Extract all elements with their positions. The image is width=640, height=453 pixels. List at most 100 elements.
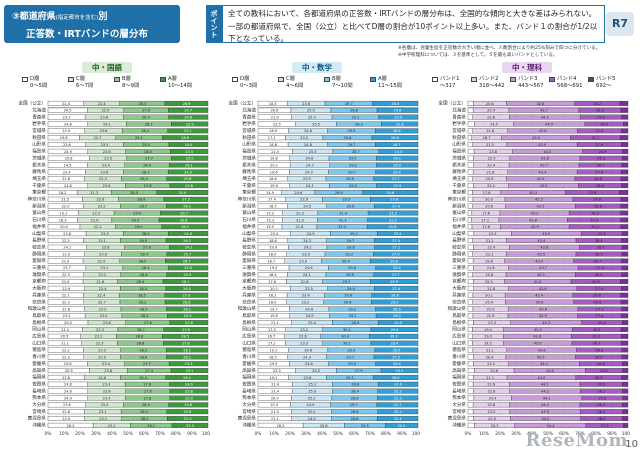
bar-segment: [467, 176, 473, 182]
data-label: 27.0: [183, 294, 191, 298]
data-label: 29.8: [347, 246, 355, 250]
data-label: 23.9: [302, 253, 310, 257]
category-label: 徳島県: [242, 346, 256, 353]
bar-segment: [620, 292, 629, 298]
bar-segment: [377, 395, 419, 401]
x-tick-label: 100%: [412, 431, 420, 437]
category-label: 埼玉県: [242, 175, 256, 182]
x-tick-label: 90%: [397, 431, 407, 437]
data-label: 31.3: [339, 218, 347, 222]
category-label: 京都府: [32, 278, 46, 285]
bar-segment: [622, 416, 629, 422]
bar-segment: [467, 361, 474, 367]
data-label: 28.6: [594, 205, 602, 209]
data-label: 18.6: [269, 177, 277, 181]
data-label: 23.2: [98, 205, 106, 209]
bar-segment: [366, 224, 419, 230]
bar-segment: [372, 100, 419, 106]
x-tick-label: 30%: [511, 431, 521, 437]
data-label: 24.8: [490, 369, 498, 373]
data-label: 22.3: [96, 328, 104, 332]
bar-segment: [377, 388, 419, 394]
category-label: 山口県: [242, 339, 256, 346]
category-label: 茨城県: [32, 154, 46, 161]
data-label: 23.4: [102, 163, 111, 167]
data-label: 29.9: [348, 129, 356, 133]
bar-segment: [376, 162, 419, 168]
data-label: 20.0: [485, 198, 493, 202]
data-label: 24.6: [184, 403, 192, 407]
data-label: 44.2: [541, 390, 549, 394]
data-label: 23.7: [63, 266, 71, 270]
title-small-note: (指定都市を含む): [55, 15, 99, 21]
data-label: 23.3: [300, 342, 308, 346]
data-label: 26.1: [183, 307, 191, 311]
bar-segment: [371, 135, 419, 141]
data-label: 28.4: [139, 376, 148, 380]
bar-segment: [467, 285, 474, 291]
data-label: 18.6: [269, 239, 277, 243]
category-label: 広島県: [452, 333, 466, 340]
bar-segment: [467, 121, 475, 127]
bar-segment: [161, 224, 209, 230]
data-label: 29.1: [135, 136, 143, 140]
data-label: 22.4: [487, 163, 496, 167]
data-label: 28.6: [351, 417, 359, 421]
bar-segment: [621, 155, 629, 161]
data-label: 23.0: [299, 259, 307, 263]
data-label: 44.3: [542, 321, 550, 325]
data-label: 24.4: [185, 143, 194, 147]
bar-segment: [621, 169, 629, 175]
data-label: 42.8: [537, 102, 545, 106]
data-label: 23.6: [100, 129, 108, 133]
note-layer-definition: ※各層は、児童生徒を正答数の大きい順に並べ、人数割合により約25%刻みで四つに分…: [398, 46, 601, 51]
data-label: 24.3: [185, 362, 193, 366]
data-label: 25.4: [598, 232, 607, 236]
data-label: 21.0: [271, 116, 279, 120]
bar-segment: [620, 327, 629, 332]
data-label: 23.3: [489, 232, 497, 236]
data-label: 22.6: [62, 410, 70, 414]
data-label: 30.5: [593, 328, 601, 332]
bar-segment: [622, 320, 629, 326]
data-label: 23.8: [185, 184, 193, 188]
data-label: 20.4: [270, 232, 279, 236]
data-label: 21.6: [91, 218, 99, 222]
category-label: 青森県: [242, 113, 256, 120]
legend-swatch: [22, 77, 28, 82]
bar-segment: [166, 272, 209, 278]
category-label: 宮崎県: [32, 408, 46, 415]
bar-segment: [166, 203, 209, 209]
category-label: 栃木県: [32, 161, 46, 168]
data-label: 23.6: [63, 403, 71, 407]
bar-segment: [467, 388, 474, 394]
data-label: 29.6: [593, 300, 601, 304]
legend-swatch: [278, 77, 284, 82]
data-label: 29.6: [344, 294, 352, 298]
category-label: 滋賀県: [452, 271, 466, 278]
data-label: 27.7: [143, 362, 151, 366]
bar-segment: [167, 169, 209, 175]
data-label: 27.3: [596, 307, 604, 311]
category-label: 山梨県: [452, 230, 466, 237]
category-label: 秋田県: [32, 134, 46, 141]
bar-segment: [156, 190, 209, 195]
data-label: 22.9: [300, 198, 308, 202]
data-label: 18.5: [269, 205, 277, 209]
data-label: 22.7: [98, 300, 106, 304]
category-label: 岡山県: [242, 326, 256, 333]
data-label: 20.1: [270, 163, 278, 167]
bar-segment: [621, 128, 629, 134]
data-label: 28.6: [139, 355, 147, 359]
data-label: 22.8: [487, 403, 495, 407]
data-label: 21.4: [271, 383, 280, 387]
data-label: 28.3: [140, 307, 148, 311]
data-label: 27.8: [182, 342, 190, 346]
data-label: 17.2: [268, 342, 276, 346]
bar-segment: [620, 299, 629, 305]
data-label: 29.7: [348, 170, 356, 174]
data-label: 27.5: [182, 198, 190, 202]
data-label: 20.5: [398, 424, 406, 428]
legend-swatch: [588, 77, 594, 82]
data-label: 43.8: [541, 157, 549, 161]
